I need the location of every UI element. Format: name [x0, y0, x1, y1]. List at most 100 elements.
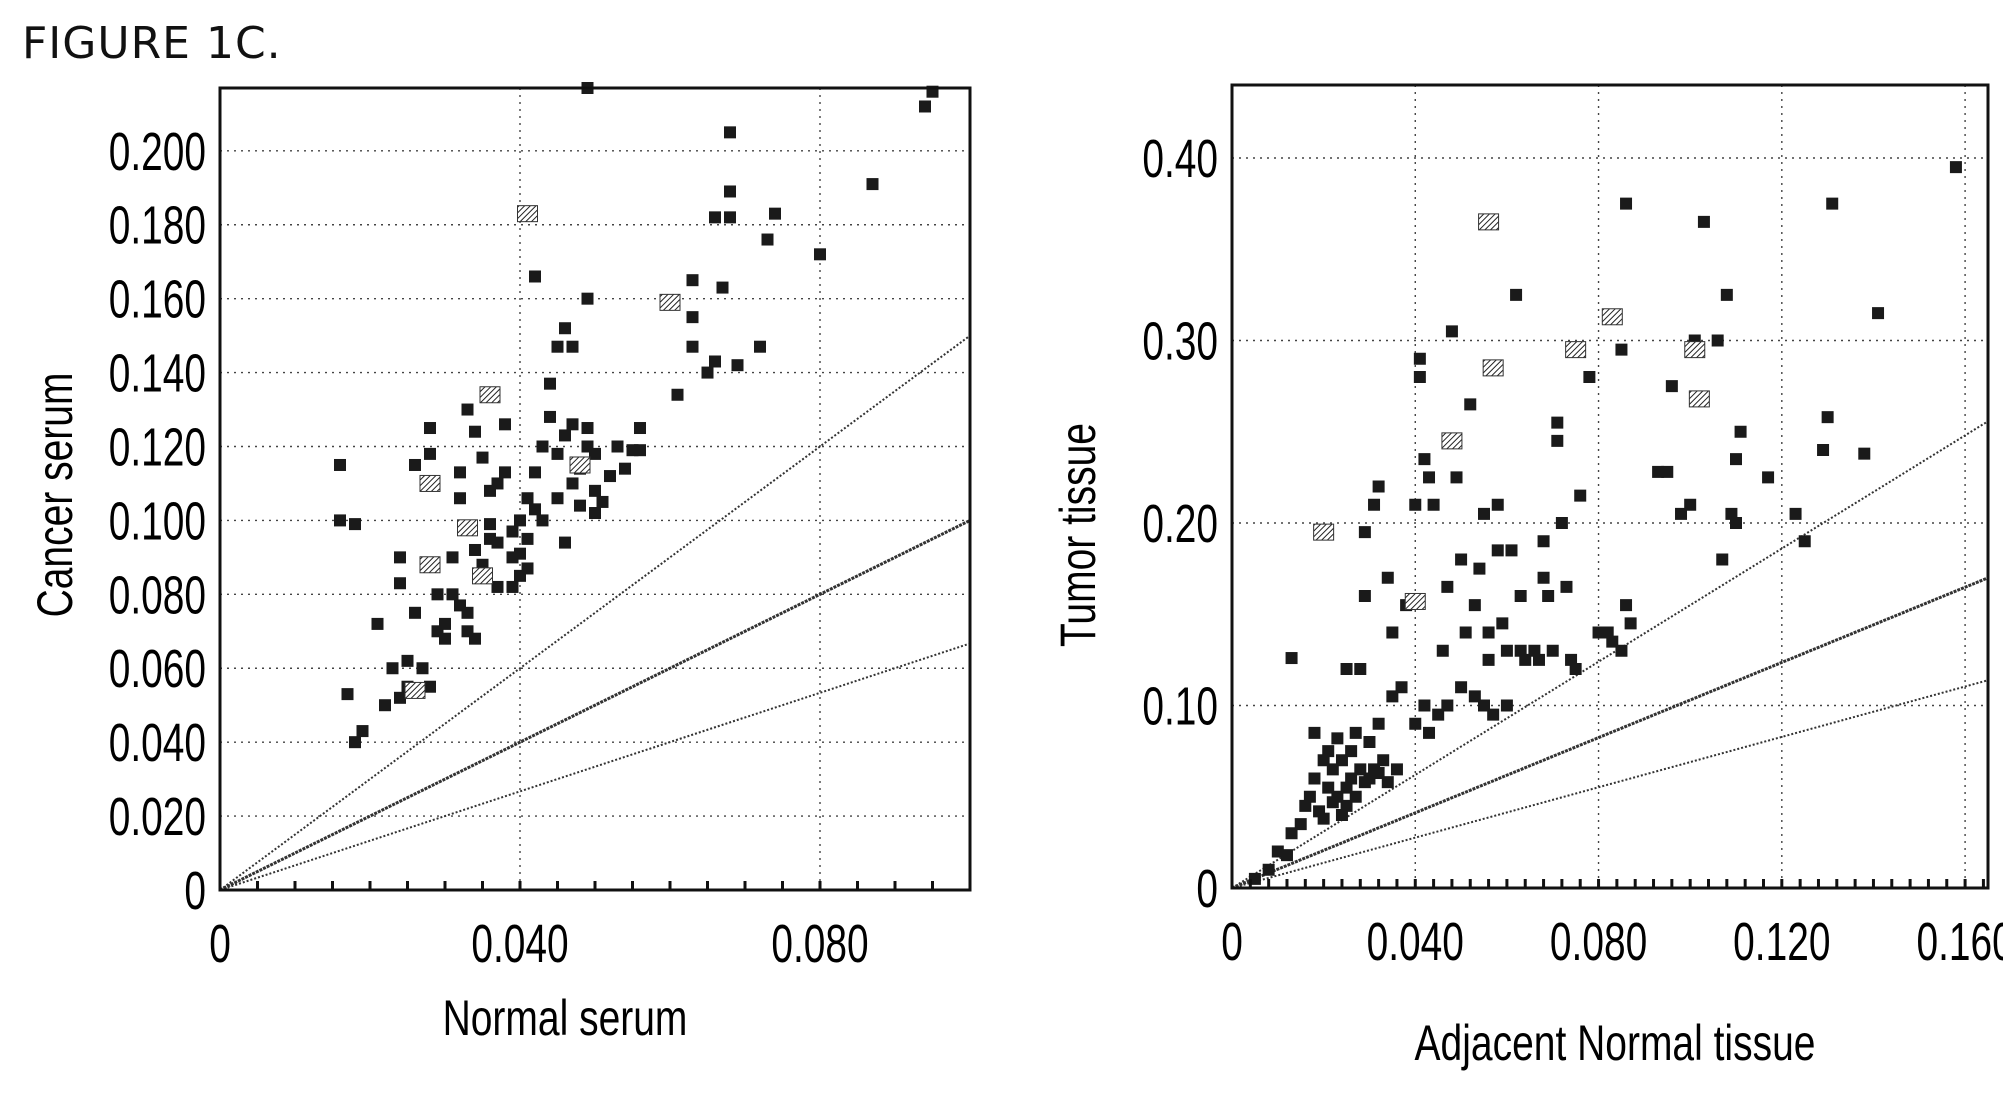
left-hatched-point	[659, 293, 681, 311]
right-data-point	[1496, 617, 1509, 630]
right-data-point	[1441, 699, 1454, 712]
right-data-point	[1340, 781, 1353, 794]
left-y-tick-label: 0.180	[109, 194, 206, 255]
right-data-point	[1280, 849, 1293, 862]
left-x-tick-label: 0.040	[471, 913, 568, 974]
right-hatched-point	[1482, 359, 1504, 377]
right-data-point	[1349, 726, 1362, 739]
left-data-point	[484, 518, 496, 531]
right-data-point	[1620, 197, 1633, 210]
left-data-point	[724, 211, 736, 224]
right-reference-line	[1231, 576, 1989, 890]
left-data-point	[424, 447, 436, 460]
right-data-point	[1381, 776, 1394, 789]
right-data-point	[1565, 653, 1578, 666]
right-data-point	[1684, 498, 1697, 511]
left-data-point	[566, 418, 579, 431]
right-data-point	[1601, 626, 1614, 639]
right-data-point	[1478, 507, 1490, 520]
right-data-point	[1615, 644, 1628, 657]
left-y-tick-label: 0.020	[109, 786, 206, 847]
right-data-point	[1377, 754, 1390, 767]
left-x-axis-label: Normal serum	[443, 989, 688, 1046]
right-data-point	[1542, 590, 1555, 602]
right-data-point	[1821, 411, 1834, 424]
right-data-point	[1418, 699, 1431, 712]
right-data-point	[1528, 644, 1541, 657]
left-data-point	[454, 492, 466, 505]
left-data-point	[341, 688, 354, 701]
right-data-point	[1427, 498, 1440, 511]
left-hatched-point	[472, 567, 493, 585]
right-data-point	[1734, 425, 1747, 438]
left-data-point	[386, 662, 399, 675]
left-data-point	[701, 366, 714, 379]
left-y-tick-label: 0.060	[109, 638, 206, 699]
left-hatched-point	[569, 456, 591, 474]
left-data-point	[581, 422, 594, 435]
right-data-point	[1363, 772, 1376, 785]
left-data-point	[559, 322, 571, 335]
left-data-point	[589, 447, 601, 460]
left-data-point	[506, 525, 519, 538]
left-data-point	[379, 699, 391, 712]
right-data-point	[1858, 447, 1871, 460]
left-data-point	[634, 422, 646, 435]
left-data-point	[499, 466, 511, 479]
left-data-point	[551, 492, 564, 505]
right-data-point	[1363, 736, 1376, 748]
right-data-point	[1459, 626, 1472, 639]
right-data-point	[1491, 498, 1504, 511]
right-data-point	[1409, 717, 1422, 730]
left-data-point	[536, 440, 549, 453]
left-data-point	[394, 577, 406, 590]
left-data-point	[491, 580, 504, 593]
right-data-point	[1505, 544, 1518, 557]
left-data-point	[619, 462, 631, 475]
right-x-tick-label: 0	[1221, 911, 1243, 972]
right-data-point	[1455, 553, 1468, 566]
left-data-point	[724, 185, 736, 198]
left-data-point	[521, 492, 534, 505]
right-data-point	[1340, 799, 1353, 812]
right-data-point	[1294, 818, 1307, 831]
right-data-point	[1262, 863, 1275, 876]
right-data-point	[1675, 507, 1688, 520]
left-data-point	[769, 207, 781, 220]
left-data-point	[439, 617, 451, 630]
right-data-point	[1345, 772, 1358, 785]
right-hatched-point	[1404, 592, 1426, 610]
right-data-point	[1487, 708, 1500, 721]
right-data-point	[1326, 763, 1339, 776]
right-data-point	[1720, 288, 1733, 301]
left-data-point	[596, 495, 609, 508]
right-data-point	[1331, 790, 1344, 803]
left-minor-ticks	[256, 881, 934, 890]
right-data-point	[1615, 343, 1628, 356]
right-data-point	[1537, 571, 1550, 584]
right-x-tick-label: 0.080	[1550, 911, 1647, 972]
left-y-tick-label: 0.140	[109, 342, 206, 403]
right-data-point	[1665, 380, 1678, 393]
left-data-point	[866, 178, 879, 191]
left-y-tick-label: 0.040	[109, 712, 206, 773]
right-data-point	[1711, 334, 1724, 347]
right-reference-line	[1231, 420, 1989, 889]
right-y-tick-label: 0.40	[1142, 128, 1218, 189]
left-data-point	[334, 514, 346, 527]
left-data-point	[491, 536, 504, 549]
right-hatched-point	[1313, 523, 1335, 541]
left-data-point	[394, 551, 406, 564]
right-data-point	[1303, 790, 1316, 803]
right-data-point	[1620, 599, 1633, 612]
left-reference-lines	[219, 334, 971, 892]
right-hatched-point	[1688, 390, 1710, 408]
left-y-tick-label: 0.120	[109, 416, 206, 477]
right-data-point	[1423, 471, 1436, 484]
right-data-point	[1592, 626, 1605, 639]
right-data-point	[1464, 398, 1477, 411]
left-hatched-point	[404, 681, 426, 699]
right-data-point	[1285, 652, 1298, 665]
left-data-point	[574, 499, 586, 512]
right-data-point	[1514, 590, 1527, 602]
